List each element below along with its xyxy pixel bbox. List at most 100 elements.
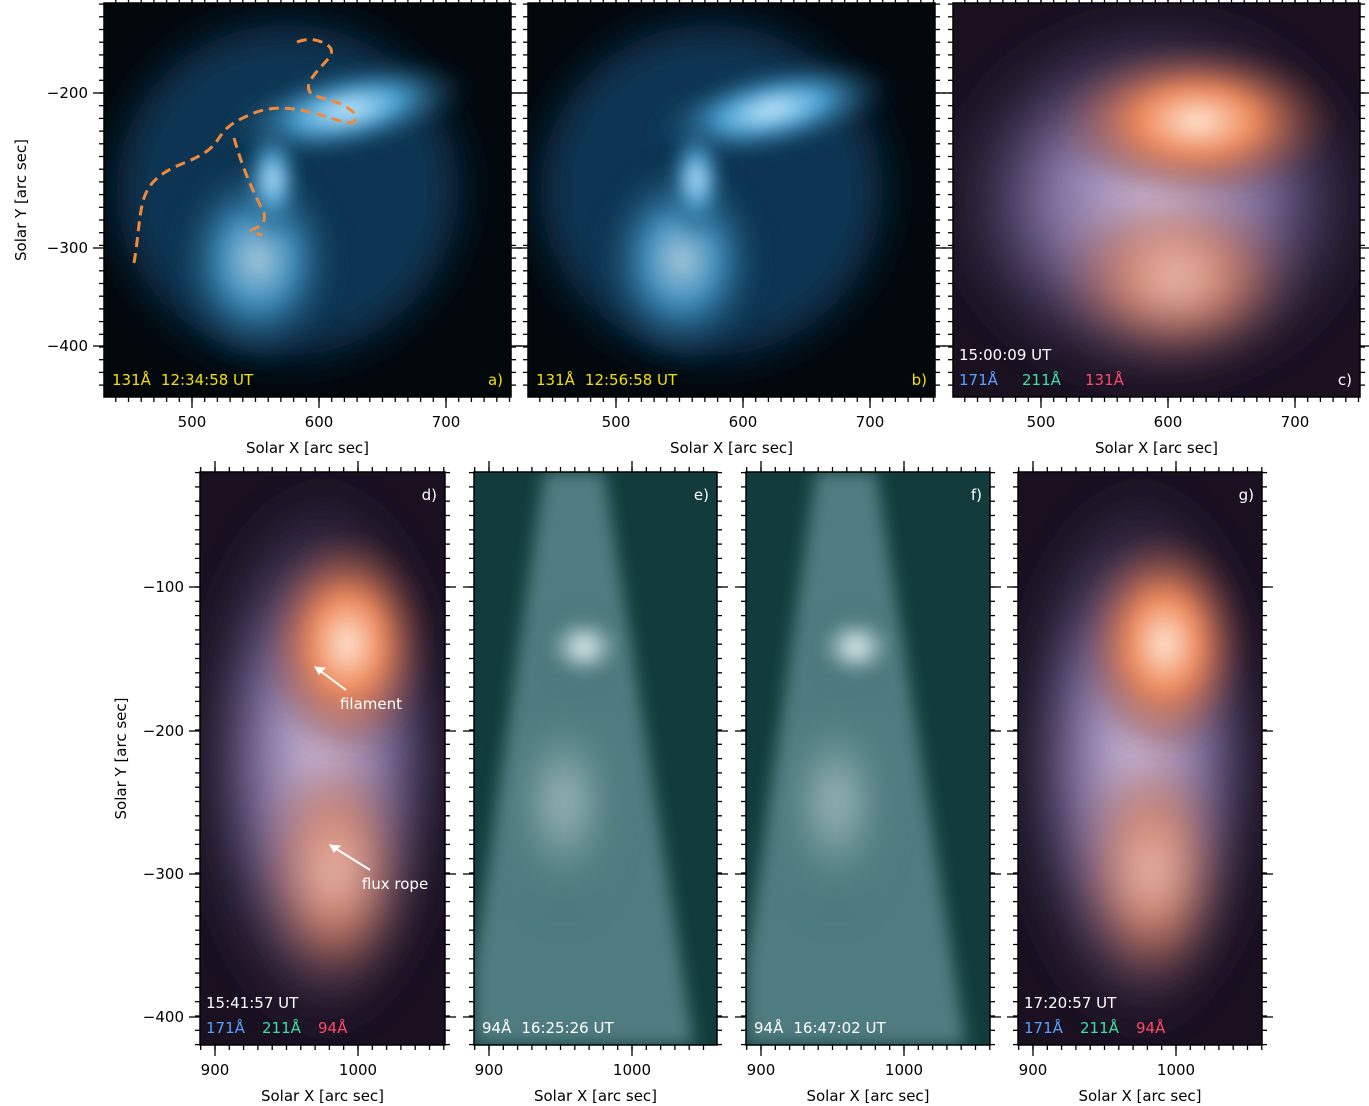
x-tick-label: 900 bbox=[475, 1061, 504, 1079]
panel-label: a) bbox=[488, 371, 503, 389]
glow bbox=[167, 150, 348, 370]
solar-image bbox=[200, 472, 445, 1045]
x-tick-label: 500 bbox=[602, 413, 631, 431]
x-tick-label: 500 bbox=[1027, 413, 1056, 431]
channel: 211Å bbox=[1080, 1018, 1120, 1037]
glow bbox=[261, 747, 409, 1000]
x-axis-label: Solar X [arc sec] bbox=[534, 1087, 657, 1105]
panel-label: g) bbox=[1239, 486, 1254, 504]
annotation: filament bbox=[340, 695, 402, 713]
y-tick-label: −100 bbox=[143, 578, 184, 596]
glow bbox=[806, 607, 906, 687]
glow bbox=[242, 120, 303, 240]
panel: 900 1000 Solar X [arc sec] f) 94Å 16:47:02 UT bbox=[735, 461, 1001, 1105]
x-tick-label: 600 bbox=[729, 413, 758, 431]
time: 16:47:02 UT bbox=[793, 1019, 886, 1037]
glow bbox=[786, 682, 886, 922]
y-tick-label: −300 bbox=[143, 865, 184, 883]
panel-label: b) bbox=[912, 371, 927, 389]
solar-image bbox=[528, 3, 935, 397]
y-axis-label: Solar Y [arc sec] bbox=[112, 698, 130, 820]
panel: 900 1000 Solar X [arc sec] e) 94Å 16:25:26 UT bbox=[463, 461, 728, 1105]
glow bbox=[1079, 747, 1226, 1000]
x-tick-label: 600 bbox=[305, 413, 334, 431]
y-tick-label: −400 bbox=[143, 1008, 184, 1026]
panel-label: c) bbox=[1338, 371, 1352, 389]
channel: 131Å bbox=[112, 370, 152, 389]
y-tick-label: −400 bbox=[47, 337, 88, 355]
glow bbox=[514, 682, 614, 922]
arrow-head bbox=[329, 844, 342, 853]
y-tick-label: −200 bbox=[143, 722, 184, 740]
x-tick-label: 600 bbox=[1154, 413, 1183, 431]
x-axis-label: Solar X [arc sec] bbox=[261, 1087, 384, 1105]
solar-image bbox=[746, 472, 990, 1045]
solar-image bbox=[474, 472, 717, 1045]
panel: 500 600 700 −200 −300 −400 Solar X [arc sec] So… bbox=[12, 0, 522, 457]
time: 12:34:58 UT bbox=[161, 371, 254, 389]
x-axis-label: Solar X [arc sec] bbox=[1095, 439, 1218, 457]
channel: 94Å bbox=[482, 1018, 512, 1037]
caption: 131Å 12:34:58 UT bbox=[112, 370, 254, 389]
panel-border bbox=[952, 2, 1361, 398]
y-tick-label: −300 bbox=[47, 239, 88, 257]
channel: 131Å bbox=[1085, 370, 1125, 389]
time: 15:00:09 UT bbox=[959, 346, 1052, 364]
caption: 131Å 12:56:58 UT bbox=[536, 370, 678, 389]
x-tick-label: 1000 bbox=[613, 1061, 651, 1079]
panel: 900 1000 −100 −200 −300 −400 Solar X [arc sec]… bbox=[112, 461, 456, 1105]
panel-border bbox=[103, 2, 512, 398]
glow bbox=[534, 607, 634, 687]
time: 16:25:26 UT bbox=[521, 1019, 614, 1037]
x-tick-label: 700 bbox=[1281, 413, 1310, 431]
channel: 131Å bbox=[536, 370, 576, 389]
panel-label: f) bbox=[971, 486, 982, 504]
x-tick-label: 900 bbox=[1019, 1061, 1048, 1079]
glow bbox=[1054, 42, 1340, 200]
x-axis-label: Solar X [arc sec] bbox=[1078, 1087, 1201, 1105]
y-tick-label: −200 bbox=[47, 84, 88, 102]
x-tick-label: 900 bbox=[201, 1061, 230, 1079]
x-tick-label: 700 bbox=[432, 413, 461, 431]
channel: 94Å bbox=[318, 1018, 348, 1037]
channel: 94Å bbox=[754, 1018, 784, 1037]
glow bbox=[1079, 529, 1250, 759]
panel: 900 1000 Solar X [arc sec] g) 17:20:57 UT 171… bbox=[1007, 461, 1273, 1105]
time: 12:56:58 UT bbox=[585, 371, 678, 389]
x-tick-label: 500 bbox=[178, 413, 207, 431]
caption: 94Å 16:47:02 UT bbox=[754, 1018, 886, 1037]
glow bbox=[261, 529, 433, 759]
channel: 171Å bbox=[1024, 1018, 1064, 1037]
y-axis-label: Solar Y [arc sec] bbox=[12, 139, 30, 261]
caption: 94Å 16:25:26 UT bbox=[482, 1018, 614, 1037]
channel: 171Å bbox=[206, 1018, 246, 1037]
panel: 500 600 700 Solar X [arc sec] b) 131Å 12:56:58… bbox=[517, 0, 946, 457]
panel-label: d) bbox=[422, 486, 437, 504]
solar-image bbox=[1018, 472, 1262, 1045]
annotation: flux rope bbox=[362, 875, 428, 893]
time: 17:20:57 UT bbox=[1024, 994, 1117, 1012]
panel-border bbox=[527, 2, 936, 398]
channel: 211Å bbox=[262, 1018, 302, 1037]
channel: 94Å bbox=[1136, 1018, 1166, 1037]
solar-image bbox=[953, 3, 1360, 397]
glow bbox=[666, 120, 727, 240]
panel-label: e) bbox=[694, 486, 709, 504]
panel: 500 600 700 Solar X [arc sec] c) 15:00:09 UT 1… bbox=[942, 0, 1369, 457]
dashed-outline bbox=[132, 37, 357, 264]
x-axis-label: Solar X [arc sec] bbox=[670, 439, 793, 457]
arrow-head bbox=[314, 666, 327, 675]
x-tick-label: 700 bbox=[856, 413, 885, 431]
x-tick-label: 1000 bbox=[1157, 1061, 1195, 1079]
glow bbox=[1054, 192, 1299, 366]
time: 15:41:57 UT bbox=[206, 994, 299, 1012]
channel: 171Å bbox=[959, 370, 999, 389]
x-tick-label: 1000 bbox=[339, 1061, 377, 1079]
x-axis-label: Solar X [arc sec] bbox=[246, 439, 369, 457]
x-tick-label: 1000 bbox=[885, 1061, 923, 1079]
channel: 211Å bbox=[1022, 370, 1062, 389]
x-tick-label: 900 bbox=[747, 1061, 776, 1079]
glow bbox=[591, 150, 772, 370]
x-axis-label: Solar X [arc sec] bbox=[806, 1087, 929, 1105]
